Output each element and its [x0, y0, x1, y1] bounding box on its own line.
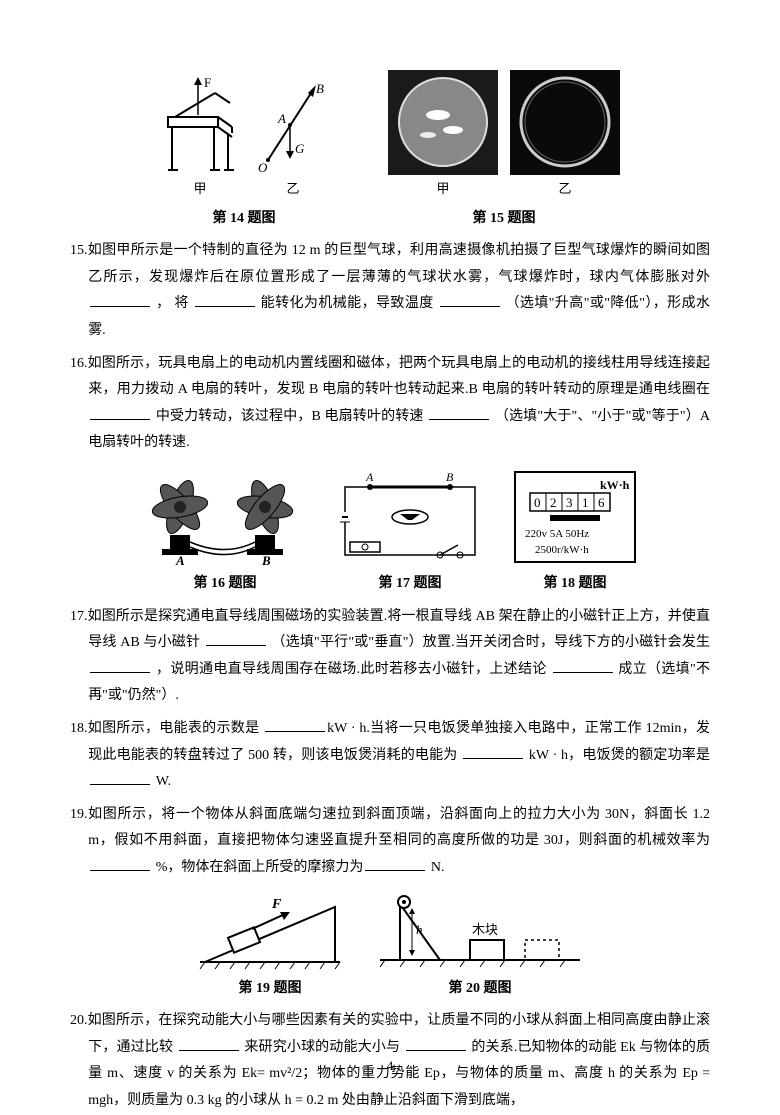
desk-diagram-icon: F: [160, 75, 240, 175]
balloon-photo-yi-icon: [510, 70, 620, 175]
question-16: 16.如图所示，玩具电扇上的电动机内置线圈和磁体，把两个玩具电扇上的电动机的接线…: [70, 351, 710, 457]
q15-a: 如图甲所示是一个特制的直径为 12 m 的巨型气球，利用高速摄像机拍摄了巨型气球…: [88, 243, 711, 285]
svg-text:220v 5A 50Hz: 220v 5A 50Hz: [525, 528, 589, 540]
blank-16-1: [90, 406, 150, 420]
label-F: F: [204, 75, 211, 90]
q18-num: 18.: [70, 721, 88, 736]
caption-15: 第 15 题图: [473, 206, 536, 233]
svg-text:kW·h: kW·h: [600, 478, 630, 492]
blank-18-2: [463, 745, 523, 759]
page-number: 4: [0, 1054, 780, 1079]
blank-17-2: [90, 659, 150, 673]
svg-text:G: G: [295, 141, 305, 156]
blank-17-1: [206, 632, 266, 646]
q20-num: 20.: [70, 1013, 88, 1028]
q15-num: 15.: [70, 243, 88, 258]
q16-b: 中受力转动，该过程中，B 电扇转叶的转速: [152, 409, 427, 424]
svg-text:木块: 木块: [472, 922, 498, 937]
circuit-diagram-icon: A B: [330, 467, 490, 567]
blank-19-1: [90, 857, 150, 871]
caption-18: 第 18 题图: [544, 571, 607, 598]
svg-text:1: 1: [582, 495, 589, 510]
svg-text:2: 2: [550, 495, 557, 510]
svg-text:A: A: [175, 553, 185, 567]
svg-text:B: B: [446, 470, 454, 484]
blank-20-2: [406, 1037, 466, 1051]
svg-text:O: O: [258, 160, 268, 175]
q18-c: kW · h，电饭煲的额定功率是: [525, 748, 710, 763]
question-15: 15.如图甲所示是一个特制的直径为 12 m 的巨型气球，利用高速摄像机拍摄了巨…: [70, 238, 710, 344]
figure-row-16-18: A B 第 16 题图 A B 第 17 题图 kW·h: [70, 467, 710, 598]
fans-diagram-icon: A B: [140, 467, 310, 567]
blank-20-1: [179, 1037, 239, 1051]
caption-14: 第 14 题图: [213, 206, 276, 233]
blank-15-2: [195, 293, 255, 307]
question-19: 19.如图所示，将一个物体从斜面底端匀速拉到斜面顶端，沿斜面向上的拉力大小为 3…: [70, 802, 710, 882]
q20-b: 来研究小球的动能大小与: [241, 1040, 404, 1055]
q15-b: ， 将: [152, 296, 193, 311]
blank-17-3: [553, 659, 613, 673]
q19-c: N.: [427, 860, 444, 875]
balloon-photo-jia-icon: [388, 70, 498, 175]
svg-text:h: h: [416, 922, 423, 937]
svg-text:A: A: [277, 111, 286, 126]
q19-a: 如图所示，将一个物体从斜面底端匀速拉到斜面顶端，沿斜面向上的拉力大小为 30N，…: [88, 807, 711, 849]
figure-18: kW·h 0 2 3 1 6 220v 5A 50Hz 2500r/kW·h 第…: [510, 467, 640, 598]
q16-a: 如图所示，玩具电扇上的电动机内置线圈和磁体，把两个玩具电扇上的电动机的接线柱用导…: [88, 356, 711, 398]
caption-20: 第 20 题图: [449, 976, 512, 1003]
question-18: 18.如图所示，电能表的示数是 kW · h.当将一只电饭煲单独接入电路中，正常…: [70, 716, 710, 796]
figure-19: F 第 19 题图: [190, 892, 350, 1003]
caption-19: 第 19 题图: [239, 976, 302, 1003]
figure-20: h 木块 第 20 题图: [370, 892, 590, 1003]
q18-a: 如图所示，电能表的示数是: [88, 721, 264, 736]
label-jia-15: 甲: [436, 177, 449, 202]
svg-text:F: F: [271, 897, 282, 912]
svg-text:B: B: [261, 553, 271, 567]
q19-num: 19.: [70, 807, 88, 822]
q15-c: 能转化为机械能，导致温度: [257, 296, 438, 311]
blank-19-2: [365, 857, 425, 871]
incline-diagram-icon: F: [190, 892, 350, 972]
caption-17: 第 17 题图: [379, 571, 442, 598]
figure-row-19-20: F 第 19 题图: [70, 892, 710, 1003]
question-17: 17.如图所示是探究通电直导线周围磁场的实验装置.将一根直导线 AB 架在静止的…: [70, 604, 710, 710]
svg-text:2500r/kW·h: 2500r/kW·h: [535, 544, 589, 556]
ramp-block-diagram-icon: h 木块: [370, 892, 590, 972]
blank-18-3: [90, 771, 150, 785]
blank-16-2: [429, 406, 489, 420]
q19-b: %，物体在斜面上所受的摩擦力为: [152, 860, 363, 875]
q17-c: ，说明通电直导线周围存在磁场.此时若移去小磁针，上述结论: [152, 662, 550, 677]
figure-15: 甲 乙 第 15 题图: [388, 70, 620, 232]
lever-diagram-icon: B A G O: [258, 75, 328, 175]
svg-text:6: 6: [598, 495, 605, 510]
svg-text:0: 0: [534, 495, 541, 510]
blank-18-1: [265, 718, 325, 732]
label-jia-14: 甲: [193, 177, 206, 202]
q18-d: W.: [152, 774, 171, 789]
figure-14: F 甲 B A G O 乙 第 14 题图: [160, 75, 328, 232]
q17-num: 17.: [70, 609, 88, 624]
label-yi-14: 乙: [286, 177, 299, 202]
blank-15-3: [440, 293, 500, 307]
caption-16: 第 16 题图: [194, 571, 257, 598]
svg-text:3: 3: [566, 495, 573, 510]
figure-17: A B 第 17 题图: [330, 467, 490, 598]
svg-text:B: B: [316, 81, 324, 96]
q17-b: （选填"平行"或"垂直"）放置.当开关闭合时，导线下方的小磁针会发生: [268, 635, 710, 650]
figure-row-14-15: F 甲 B A G O 乙 第 14 题图: [70, 70, 710, 232]
q16-num: 16.: [70, 356, 88, 371]
figure-16: A B 第 16 题图: [140, 467, 310, 598]
blank-15-1: [90, 293, 150, 307]
svg-text:A: A: [365, 470, 374, 484]
label-yi-15: 乙: [558, 177, 571, 202]
meter-diagram-icon: kW·h 0 2 3 1 6 220v 5A 50Hz 2500r/kW·h: [510, 467, 640, 567]
